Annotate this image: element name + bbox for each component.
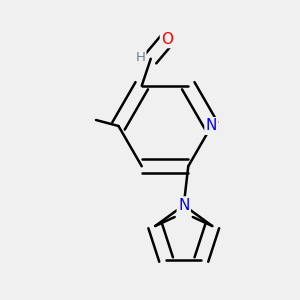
- Text: N: N: [206, 118, 217, 134]
- Text: N: N: [178, 198, 189, 213]
- Text: O: O: [161, 32, 173, 47]
- Text: H: H: [135, 51, 145, 64]
